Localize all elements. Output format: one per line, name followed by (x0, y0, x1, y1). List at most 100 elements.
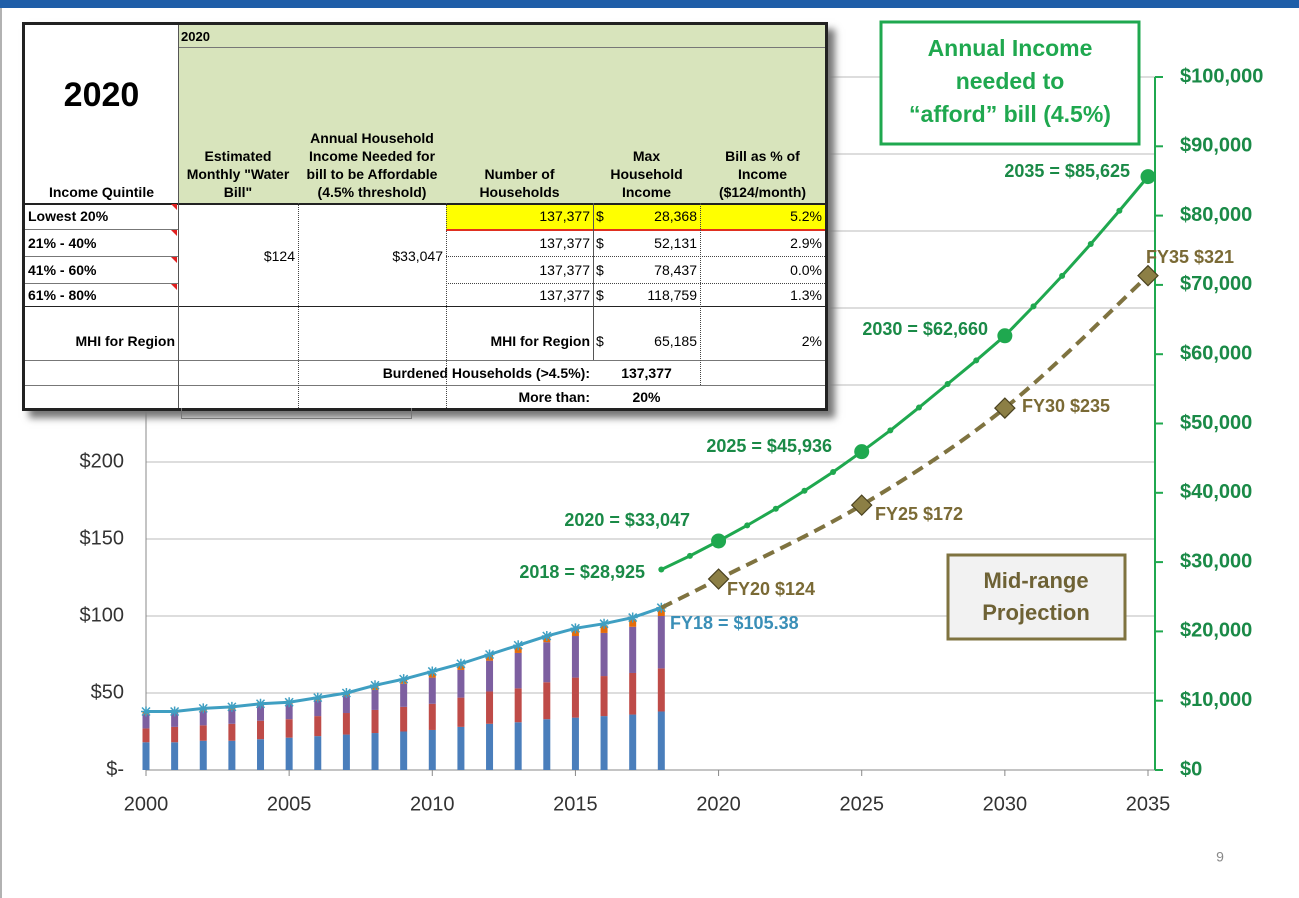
y2-tick-label: $40,000 (1180, 481, 1252, 503)
y2-tick-label: $70,000 (1180, 273, 1252, 295)
bar-segment (171, 713, 179, 727)
bar-segment (257, 705, 265, 721)
hidden-legend-frame (181, 408, 412, 419)
bar-segment (171, 726, 179, 743)
x-tick-label: 2010 (410, 793, 455, 815)
bar-segment (314, 700, 322, 717)
circle-marker (1140, 169, 1156, 185)
bar-segment (543, 682, 551, 720)
table-rule (446, 203, 447, 408)
bar-segment (428, 729, 436, 770)
income-needed: $33,047 (392, 248, 443, 264)
star-marker (484, 649, 495, 660)
quintile: Lowest 20% (28, 208, 109, 224)
x-tick-label: 2035 (1126, 793, 1171, 815)
bar-segment (543, 719, 551, 770)
x-tick-label: 2025 (839, 793, 884, 815)
bar-segment (228, 709, 236, 724)
table-rule (25, 229, 178, 230)
y2-tick-label: $80,000 (1180, 204, 1252, 226)
burdened-value: 137,377 (621, 364, 672, 381)
bar-segment (629, 626, 637, 673)
circle-marker (801, 487, 808, 494)
table-rule (25, 256, 178, 257)
currency: $ (596, 333, 604, 349)
table-title: 2020 (63, 75, 140, 114)
column-header: Income Quintile (48, 184, 154, 200)
star-marker (455, 658, 466, 669)
mhi-income: 65,185 (654, 333, 697, 349)
y2-tick-label: $30,000 (1180, 550, 1252, 572)
table-rule (446, 283, 825, 284)
band-label: 2020 (181, 28, 210, 44)
bar-segment (314, 736, 322, 770)
currency: $ (596, 234, 604, 251)
star-marker (341, 688, 352, 698)
x-tick-label: 2005 (267, 793, 312, 815)
quintile: 41% - 60% (28, 261, 97, 278)
bar-segment (371, 733, 379, 770)
currency: $ (596, 261, 604, 278)
annotation: 2025 = $45,936 (706, 436, 832, 456)
bar-segment (486, 723, 494, 770)
column-header: Max Household Income (610, 148, 683, 200)
x-tick-label: 2015 (553, 793, 598, 815)
y-tick-label: $200 (80, 450, 125, 472)
bar-segment (457, 697, 465, 727)
star-marker (513, 640, 524, 651)
bar-segment (257, 739, 265, 770)
bar-segment (285, 719, 293, 738)
table-rule (25, 283, 178, 284)
circle-marker (830, 469, 837, 476)
bar-segment (629, 714, 637, 770)
star-marker (169, 706, 180, 717)
star-marker (312, 692, 323, 703)
bar-segment (199, 740, 207, 770)
star-marker (541, 631, 552, 642)
bill-pct: 0.0% (790, 261, 822, 278)
x-tick-label: 2020 (696, 793, 741, 815)
bar-segment (600, 632, 608, 677)
bar-segment (486, 660, 494, 692)
y-tick-label: $50 (91, 681, 124, 703)
bar-segment (371, 709, 379, 734)
bar-segment (571, 636, 579, 678)
column-header: Number of Households (479, 166, 560, 200)
bar-segment (199, 711, 207, 726)
bar-segment (629, 619, 637, 627)
annotation: 2020 = $33,047 (564, 510, 690, 530)
currency: $ (596, 286, 604, 303)
bar-segment (142, 728, 150, 743)
diamond-marker (707, 568, 730, 590)
bar-segment (657, 711, 665, 770)
comment-flag (171, 257, 177, 263)
bar-segment (371, 689, 379, 710)
bar-segment (571, 677, 579, 718)
max-income: 78,437 (654, 261, 697, 278)
y-tick-label: $100 (80, 604, 125, 626)
comment-flag (171, 230, 177, 236)
circle-marker (915, 404, 922, 411)
bar-segment (342, 734, 350, 770)
currency: $ (596, 208, 604, 224)
bar-segment (600, 716, 608, 770)
bill-pct: 5.2% (790, 208, 822, 224)
star-marker (599, 618, 610, 629)
star-marker (255, 698, 266, 709)
annotation: 2030 = $62,660 (862, 319, 988, 339)
projection-box (946, 553, 1127, 641)
bar-segment (199, 725, 207, 741)
page-number: 9 (1216, 849, 1224, 865)
annotation: FY25 $172 (875, 504, 963, 524)
bar-segment (342, 713, 350, 735)
circle-marker (973, 357, 980, 364)
circle-marker (1059, 272, 1066, 279)
annotation: 2018 = $28,925 (519, 562, 645, 582)
x-tick-label: 2000 (124, 793, 169, 815)
table-rule (446, 256, 825, 257)
star-marker (627, 612, 638, 623)
circle-marker (744, 522, 751, 529)
table-rule (25, 306, 825, 307)
max-income: 118,759 (647, 286, 697, 303)
more-than-value: 20% (632, 388, 661, 405)
